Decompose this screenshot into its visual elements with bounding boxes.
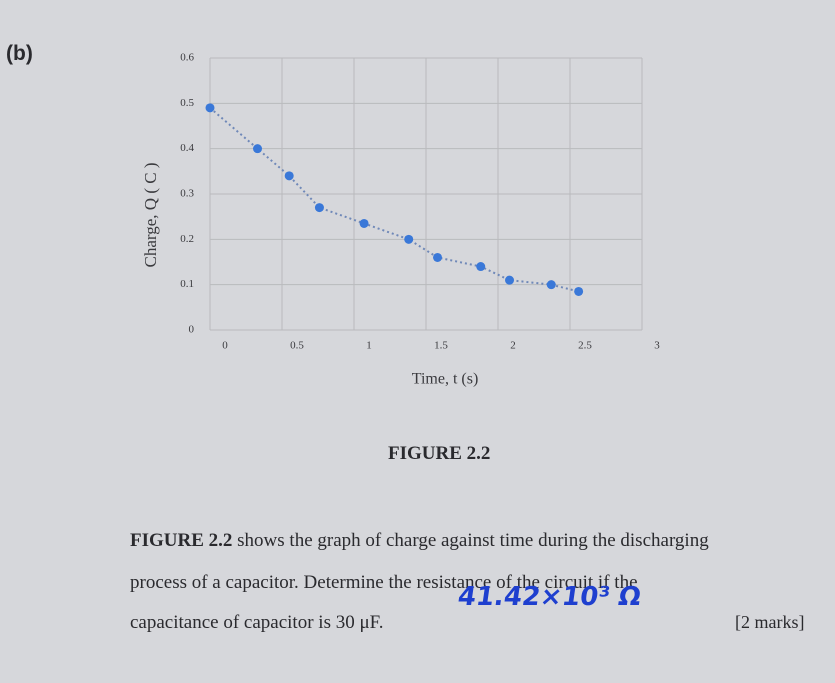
data-point: [404, 234, 414, 244]
y-tick-label: 0.4: [180, 142, 194, 154]
question-text: shows the graph of charge against time d…: [237, 530, 709, 551]
data-point: [574, 286, 584, 296]
x-tick-label: 2: [510, 340, 516, 352]
figure-caption: FIGURE 2.2: [388, 443, 491, 464]
chart: Time, t (s) Charge, Q ( C ) 0 0.1 0.2 0.3 0.…: [141, 52, 660, 388]
marks: [2 marks]: [735, 612, 805, 632]
data-point: [505, 275, 515, 285]
data-point: [433, 252, 443, 262]
figure-ref: FIGURE 2.2: [130, 530, 233, 551]
y-tick-label: 0.2: [180, 233, 194, 245]
x-tick-label: 1.5: [434, 340, 448, 352]
x-tick-label: 2.5: [578, 340, 592, 352]
data-point: [476, 262, 486, 272]
question-line: process of a capacitor. Determine the re…: [130, 572, 638, 593]
part-label: (b): [6, 42, 33, 65]
data-point: [205, 103, 215, 113]
y-tick-label: 0.6: [180, 52, 194, 64]
y-tick-label: 0.5: [180, 97, 194, 109]
y-tick-label: 0: [189, 324, 195, 336]
x-tick-label: 3: [654, 340, 660, 352]
x-tick-label: 0: [222, 340, 228, 352]
data-point: [314, 203, 324, 213]
data-point: [284, 171, 294, 181]
data-point: [359, 218, 369, 228]
data-point: [253, 144, 263, 154]
y-axis-label: Charge, Q ( C ): [141, 163, 160, 268]
trend-line: [209, 107, 579, 293]
question-line: FIGURE 2.2 shows the graph of charge aga…: [130, 530, 709, 552]
x-tick-label: 0.5: [290, 340, 304, 352]
x-axis-label: Time, t (s): [412, 371, 479, 388]
y-tick-label: 0.1: [180, 278, 194, 290]
question-line: capacitance of capacitor is 30 μF.: [130, 612, 384, 633]
y-tick-label: 0.3: [180, 188, 194, 200]
data-point: [546, 280, 556, 290]
handwritten-answer: 41.42×10³ Ω: [455, 582, 643, 612]
x-tick-label: 1: [366, 340, 372, 352]
